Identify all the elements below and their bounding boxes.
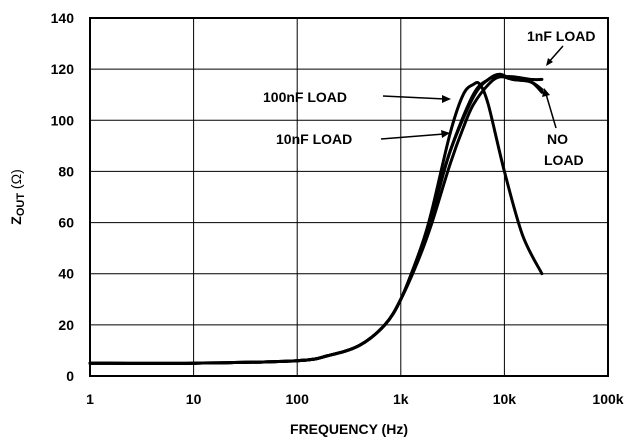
annotation-no-load-line1: NO (547, 131, 568, 147)
x-tick-labels: 1 10 100 1k 10k 100k (86, 391, 624, 407)
arrow-100nf-load (382, 95, 446, 100)
arrow-no-load (545, 93, 557, 129)
arrowhead-100nf-load (442, 95, 451, 103)
arrowhead-1nf-load (546, 58, 553, 66)
y-tick-label: 100 (51, 112, 75, 128)
x-tick-label: 1 (86, 391, 94, 407)
y-tick-label: 20 (58, 317, 74, 333)
y-tick-label: 140 (51, 10, 75, 26)
y-tick-label: 80 (58, 163, 74, 179)
x-tick-label: 100 (286, 391, 310, 407)
grid (90, 18, 608, 376)
y-axis-label-main: Z (8, 216, 24, 225)
y-tick-label: 0 (66, 368, 74, 384)
y-tick-label: 40 (58, 266, 74, 282)
x-axis-label: FREQUENCY (Hz) (290, 421, 408, 437)
annotation-no-load-line2: LOAD (544, 152, 584, 168)
y-tick-labels: 0 20 40 60 80 100 120 140 (51, 10, 75, 384)
series-lines (88, 72, 544, 365)
arrow-10nf-load (380, 133, 445, 140)
series-line-no-load (88, 72, 544, 365)
y-axis-label: ZOUT (Ω) (8, 169, 27, 224)
annotation-10nf-load: 10nF LOAD (276, 131, 352, 147)
annotation-100nf-load: 100nF LOAD (263, 89, 347, 105)
x-tick-label: 10k (493, 391, 517, 407)
arrowhead-10nf-load (441, 130, 450, 138)
x-tick-label: 10 (186, 391, 202, 407)
y-tick-label: 60 (58, 215, 74, 231)
plot-area (89, 17, 609, 377)
y-axis-label-unit: (Ω) (8, 169, 24, 193)
y-tick-label: 120 (51, 61, 75, 77)
x-tick-label: 100k (592, 391, 623, 407)
y-axis-label-sub: OUT (15, 193, 27, 217)
x-tick-label: 1k (393, 391, 409, 407)
arrowhead-no-load (542, 88, 550, 97)
annotation-1nf-load: 1nF LOAD (527, 28, 595, 44)
